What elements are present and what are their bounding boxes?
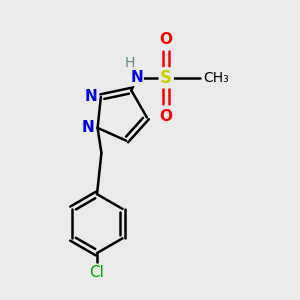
Text: O: O xyxy=(160,32,173,47)
Text: H: H xyxy=(124,56,135,70)
Text: S: S xyxy=(160,69,172,87)
Text: CH₃: CH₃ xyxy=(203,71,229,85)
Text: N: N xyxy=(81,120,94,135)
Text: N: N xyxy=(130,70,143,86)
Text: O: O xyxy=(160,109,173,124)
Text: N: N xyxy=(85,89,97,104)
Text: Cl: Cl xyxy=(90,266,104,280)
